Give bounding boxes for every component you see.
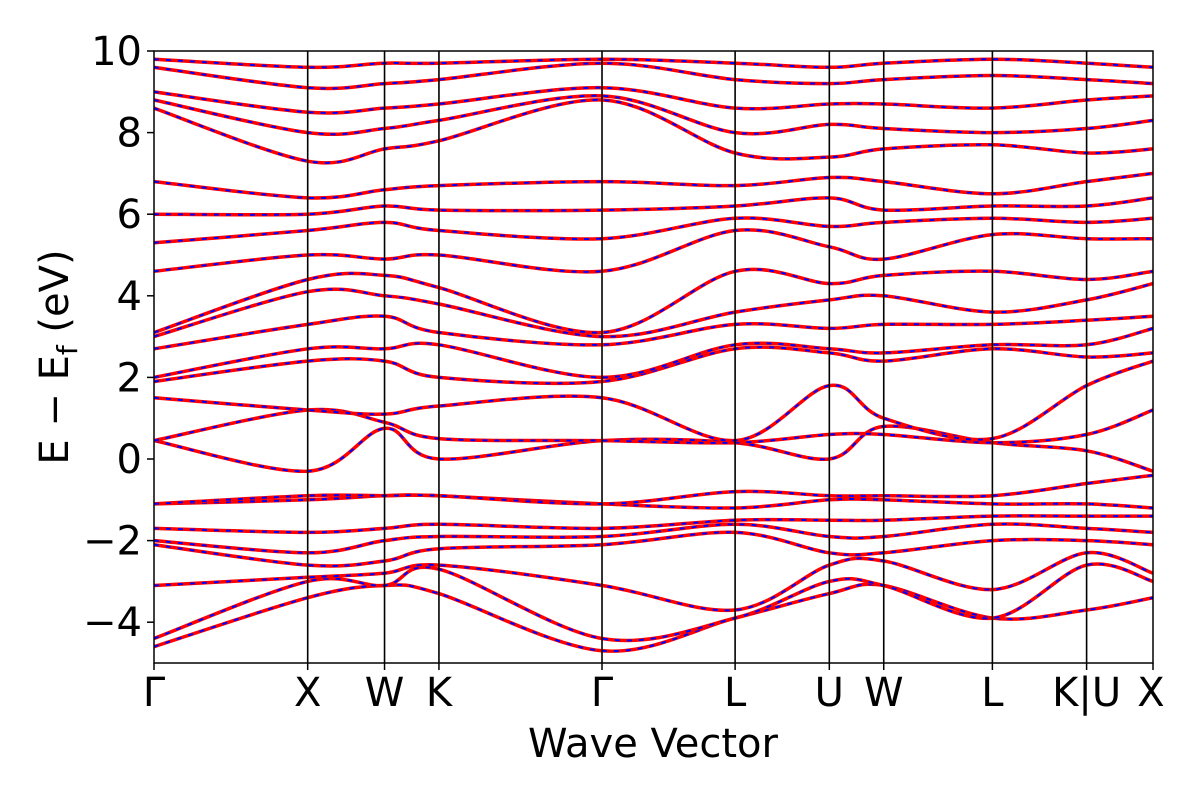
band-line-red — [154, 228, 1153, 274]
band-line-red — [154, 562, 1153, 643]
band-line-red — [154, 314, 1153, 351]
band-line-blue-dashed — [154, 172, 1153, 200]
band-line-red — [154, 85, 1153, 115]
band-line-blue-dashed — [154, 58, 1153, 69]
band-line-red — [154, 530, 1153, 568]
band-line-red — [154, 522, 1153, 555]
band-line-red — [154, 216, 1153, 245]
band-line-blue-dashed — [154, 360, 1153, 442]
band-line-blue-dashed — [154, 425, 1153, 473]
x-tick-label: L — [724, 670, 747, 716]
band-line-red — [154, 326, 1153, 380]
x-axis-label: Wave Vector — [528, 721, 779, 767]
y-axis-label: E − Ef (eV) — [32, 249, 84, 464]
y-tick-label: −4 — [83, 600, 142, 646]
band-line-blue-dashed — [154, 474, 1153, 505]
band-line-blue-dashed — [154, 562, 1153, 642]
y-tick-label: −2 — [83, 519, 142, 565]
band-line-blue-dashed — [154, 282, 1153, 338]
band-line-blue-dashed — [154, 346, 1153, 385]
y-tick-label: 2 — [117, 355, 142, 401]
band-line-blue-dashed — [154, 514, 1153, 534]
y-tick-label: 10 — [91, 29, 142, 75]
band-line-blue-dashed — [154, 531, 1153, 567]
x-tick-label: Γ — [591, 670, 614, 716]
high-symmetry-lines — [306, 51, 1088, 663]
y-tick-label: 8 — [117, 111, 142, 157]
band-line-red — [154, 267, 1153, 335]
band-line-red — [154, 61, 1153, 91]
band-line-blue-dashed — [154, 327, 1153, 379]
y-tick-label: 4 — [117, 274, 142, 320]
band-line-red — [154, 359, 1153, 443]
x-tick-label: W — [365, 670, 405, 716]
x-tick-label: X — [294, 670, 321, 716]
band-line-red — [154, 424, 1153, 473]
x-tick-label: K|U — [1052, 670, 1121, 716]
x-tick-label: W — [864, 670, 904, 716]
band-line-blue-dashed — [154, 196, 1153, 216]
x-tick-label: X — [1137, 670, 1164, 716]
band-line-blue-dashed — [154, 217, 1153, 244]
y-tick-label: 6 — [117, 192, 142, 238]
y-axis-label-space — [32, 333, 78, 346]
band-line-blue-dashed — [154, 98, 1153, 164]
band-line-blue-dashed — [154, 583, 1153, 653]
x-ticks: Γ X W K Γ L U W L K|U X — [143, 663, 1165, 716]
x-tick-label: L — [981, 670, 1004, 716]
x-tick-label: U — [815, 670, 844, 716]
y-axis-label-sub: f — [51, 344, 84, 355]
x-tick-label: Γ — [143, 670, 166, 716]
band-line-red — [154, 345, 1153, 386]
y-ticks: −4 −2 0 2 4 6 8 10 — [83, 29, 154, 646]
y-tick-label: 0 — [117, 437, 142, 483]
y-axis-label-unit: (eV) — [32, 249, 78, 332]
x-tick-label: K — [426, 670, 454, 716]
plot-frame — [153, 50, 1154, 664]
band-line-red — [154, 582, 1153, 653]
band-line-blue-dashed — [154, 228, 1153, 273]
y-axis-label-main: E − E — [32, 355, 78, 465]
band-line-blue-dashed — [154, 551, 1153, 612]
band-line-blue-dashed — [154, 493, 1153, 510]
band-line-blue-dashed — [154, 94, 1153, 136]
bands-layer — [154, 57, 1153, 653]
